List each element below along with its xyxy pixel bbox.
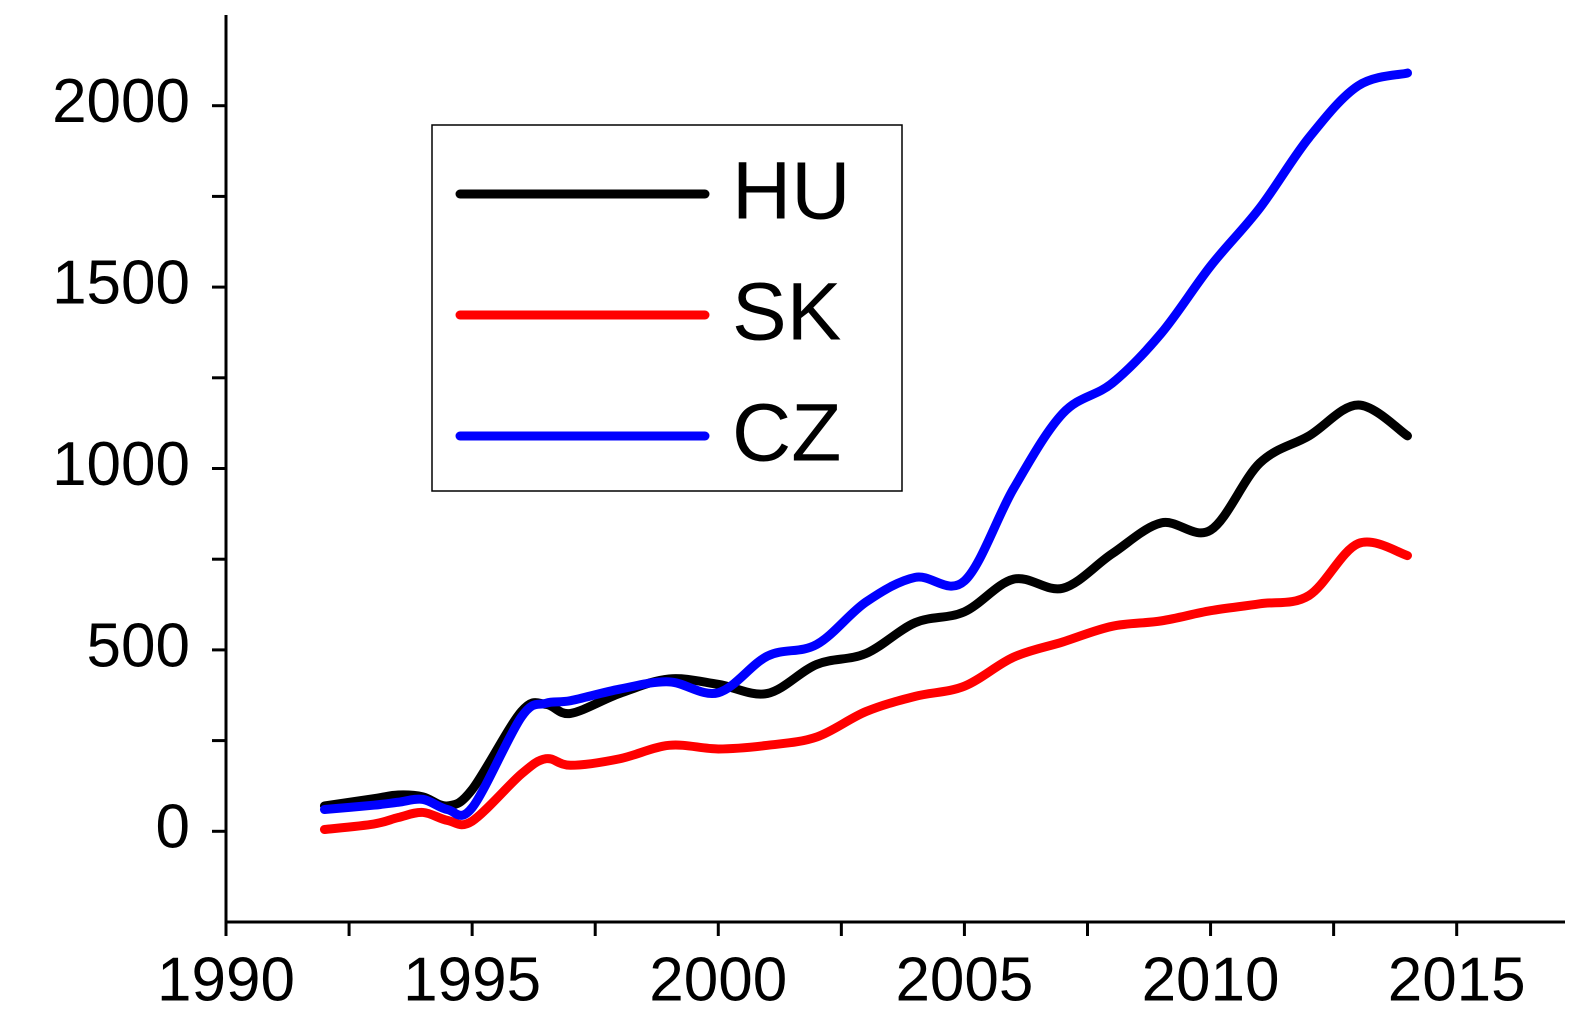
legend-label: CZ	[732, 388, 841, 479]
x-tick-label: 2000	[649, 945, 787, 1014]
y-tick-label: 2000	[52, 67, 190, 136]
legend-label: HU	[732, 146, 850, 237]
x-tick-label: 2005	[895, 945, 1033, 1014]
y-tick-label: 1000	[52, 430, 190, 499]
line-series	[319, 537, 1412, 834]
y-tick-label: 1500	[52, 248, 190, 317]
legend-box	[431, 124, 903, 492]
x-tick-label: 1990	[157, 945, 295, 1014]
line-series	[319, 400, 1412, 811]
x-tick-label: 2015	[1388, 945, 1526, 1014]
y-tick-label: 500	[87, 611, 190, 680]
line-series	[319, 68, 1412, 820]
x-tick-label: 1995	[403, 945, 541, 1014]
legend-label: SK	[732, 267, 841, 358]
y-tick-label: 0	[156, 793, 190, 862]
x-tick-label: 2010	[1142, 945, 1280, 1014]
